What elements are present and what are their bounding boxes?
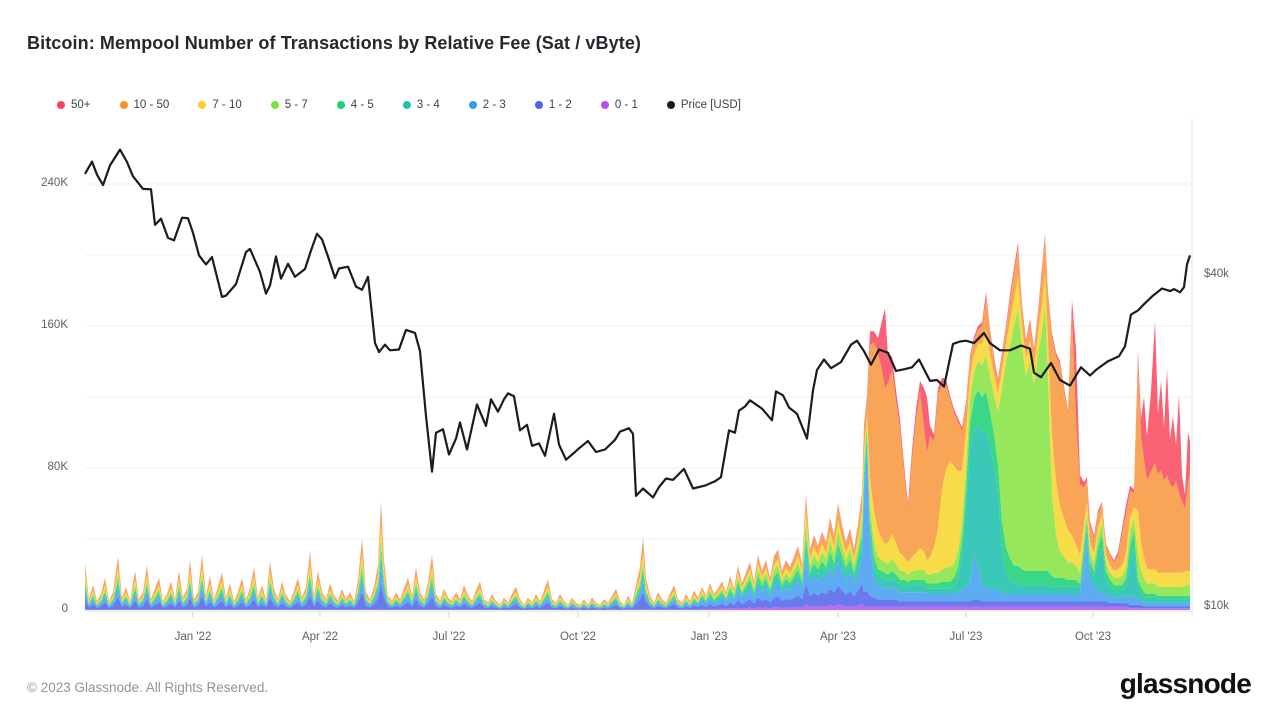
fee-band-area-5-7 [85, 304, 1190, 607]
price-axis-tick-label: $40k [1204, 267, 1229, 280]
legend-item-label: Price [USD] [680, 99, 741, 111]
legend-item[interactable]: 4 - 5 [336, 99, 374, 111]
legend-color-dot-icon [468, 101, 477, 109]
legend-item[interactable]: Price [USD] [666, 99, 741, 111]
legend-item-label: 1 - 2 [548, 99, 572, 111]
legend-color-dot-icon [600, 101, 609, 109]
legend-item-label: 4 - 5 [350, 99, 374, 111]
fee-band-area-10-50 [85, 237, 1190, 606]
x-axis-tick-label: Apr '23 [819, 631, 857, 643]
y-axis-tick-label: 0 [61, 603, 68, 615]
legend-item[interactable]: 50+ [57, 99, 91, 111]
legend-color-dot-icon [666, 101, 675, 109]
x-axis-tick-label: Apr '22 [301, 631, 339, 643]
legend-item-label: 10 - 50 [133, 99, 170, 111]
legend-item[interactable]: 1 - 2 [534, 99, 572, 111]
chart-title: Bitcoin: Mempool Number of Transactions … [27, 33, 642, 53]
legend-color-dot-icon [57, 101, 65, 109]
x-axis-tick-label: Jan '22 [174, 631, 212, 643]
legend-item[interactable]: 5 - 7 [270, 99, 308, 111]
legend-item[interactable]: 7 - 10 [198, 99, 242, 111]
fee-band-area-0-1 [85, 604, 1190, 610]
legend-color-dot-icon [534, 101, 543, 109]
legend-item[interactable]: 2 - 3 [468, 99, 506, 111]
x-axis-tick-label: Jul '23 [949, 631, 983, 643]
legend-item-label: 3 - 4 [416, 99, 440, 111]
legend-color-dot-icon [119, 101, 128, 109]
price-axis-tick-label: $10k [1204, 600, 1229, 612]
fee-band-area-4-5 [85, 389, 1190, 608]
legend-item[interactable]: 0 - 1 [600, 99, 638, 111]
legend-item-label: 2 - 3 [482, 99, 506, 111]
legend-item[interactable]: 3 - 4 [402, 99, 440, 111]
glassnode-logo: glassnode [1119, 668, 1252, 699]
legend-item-label: 50+ [71, 99, 91, 111]
legend-color-dot-icon [198, 101, 207, 109]
x-axis-tick-label: Jan '23 [690, 631, 728, 643]
legend-item-label: 0 - 1 [614, 99, 638, 111]
legend-color-dot-icon [402, 101, 411, 109]
legend-item-label: 7 - 10 [212, 99, 242, 111]
price-line [84, 148, 1192, 499]
y-axis-tick-label: 240K [41, 177, 68, 189]
y-axis-tick-label: 160K [41, 319, 68, 331]
fee-band-area-3-4 [85, 425, 1190, 608]
legend: 50+ 10 - 50 7 - 10 5 - 7 4 - 5 3 - 4 2 - 3 1 - … [57, 99, 741, 111]
legend-color-dot-icon [270, 101, 279, 109]
legend-color-dot-icon [336, 101, 345, 109]
legend-item[interactable]: 10 - 50 [119, 99, 170, 111]
y-axis-tick-label: 80K [47, 461, 68, 473]
copyright-text: © 2023 Glassnode. All Rights Reserved. [27, 680, 269, 695]
legend-item-label: 5 - 7 [284, 99, 308, 111]
x-axis-tick-label: Oct '22 [559, 631, 597, 643]
fee-band-area-1-2 [85, 582, 1190, 610]
x-axis-tick-label: Jul '22 [432, 631, 466, 643]
x-axis-tick-label: Oct '23 [1074, 631, 1112, 643]
